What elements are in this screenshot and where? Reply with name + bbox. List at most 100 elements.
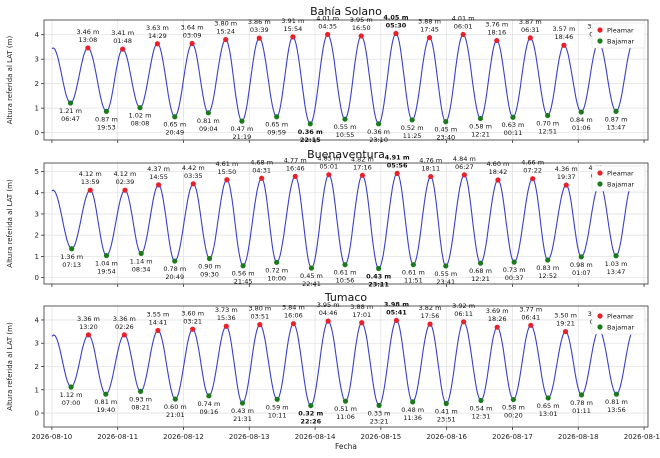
pleamar-point <box>87 187 93 193</box>
bajamar-time-label: 12:31 <box>472 412 491 420</box>
pleamar-point <box>494 37 500 44</box>
bajamar-point <box>205 110 211 116</box>
bajamar-value-label: 0.74 m <box>197 400 220 408</box>
pleamar-time-label: 19:21 <box>556 320 575 328</box>
bajamar-time-label: 20:49 <box>165 129 184 137</box>
bajamar-value-label: 0.83 m <box>536 264 559 272</box>
plot-frame <box>43 19 649 141</box>
pleamar-point <box>85 332 92 338</box>
pleamar-point <box>325 318 331 324</box>
bajamar-point <box>137 105 143 111</box>
bajamar-point <box>342 116 348 122</box>
bajamar-time-label: 23:51 <box>437 415 456 423</box>
y-tick-label: 1 <box>35 105 39 113</box>
bajamar-value-label: 0.41 m <box>435 407 458 415</box>
bajamar-value-label: 0.58 m <box>469 122 492 130</box>
bajamar-time-label: 10:56 <box>336 277 355 285</box>
pleamar-point <box>460 31 466 38</box>
bajamar-value-label: 0.51 m <box>334 405 357 413</box>
bajamar-point <box>137 388 144 394</box>
pleamar-value-label: 3.88 m <box>418 18 441 26</box>
bajamar-point <box>206 393 212 399</box>
bajamar-point <box>206 255 213 262</box>
pleamar-value-label: 4.76 m <box>419 157 442 165</box>
bajamar-time-label: 13:47 <box>607 123 626 131</box>
bajamar-time-label: 08:34 <box>132 265 151 273</box>
legend-pleamar-label: Pleamar <box>607 27 634 35</box>
bajamar-point <box>578 254 584 260</box>
bajamar-value-label: 0.56 m <box>232 270 255 278</box>
pleamar-time-label: 04:46 <box>319 309 338 317</box>
bajamar-value-label: 0.33 m <box>368 409 391 417</box>
y-tick-label: 0 <box>35 129 39 137</box>
y-tick-label: 0 <box>35 274 39 282</box>
pleamar-time-label: 14:41 <box>149 318 168 326</box>
pleamar-point <box>290 34 296 40</box>
bajamar-time-label: 09:59 <box>267 129 286 137</box>
pleamar-point <box>461 319 467 325</box>
bajamar-point <box>308 265 315 271</box>
pleamar-time-label: 05:30 <box>386 21 407 29</box>
bajamar-value-label: 0.43 m <box>366 273 391 281</box>
bajamar-time-label: 07:13 <box>62 261 81 269</box>
x-tick-label: 2026-08-10 <box>32 433 73 441</box>
bajamar-point <box>443 119 449 125</box>
bajamar-value-label: 0.70 m <box>536 120 559 128</box>
pleamar-time-label: 15:36 <box>217 314 236 322</box>
bajamar-point <box>510 396 516 403</box>
bajamar-value-label: 0.59 m <box>266 403 289 411</box>
panel-title: Bahía Solano <box>310 5 382 18</box>
bajamar-time-label: 22:26 <box>300 418 321 426</box>
pleamar-value-label: 3.36 m <box>77 315 100 323</box>
pleamar-point <box>561 42 567 48</box>
pleamar-time-label: 19:37 <box>557 173 576 181</box>
bajamar-point <box>375 121 382 127</box>
x-tick-label: 2026-08-18 <box>558 433 599 441</box>
pleamar-point <box>120 46 126 52</box>
bajamar-value-label: 0.68 m <box>469 267 492 275</box>
bajamar-time-label: 23:11 <box>368 281 389 289</box>
pleamar-time-label: 14:55 <box>149 173 168 181</box>
pleamar-time-label: 14:29 <box>148 32 167 40</box>
y-tick-label: 0 <box>35 410 39 418</box>
pleamar-value-label: 3.77 m <box>519 305 542 313</box>
pleamar-value-label: 4.91 m <box>385 153 410 161</box>
pleamar-value-label: 3.88 m <box>350 303 373 311</box>
pleamar-value-label: 4.42 m <box>182 164 205 172</box>
bajamar-time-label: 12:21 <box>471 275 490 283</box>
panel-title: Buenaventura <box>307 148 385 161</box>
pleamar-time-label: 04:31 <box>252 166 271 174</box>
pleamar-time-label: 13:20 <box>79 323 98 331</box>
pleamar-time-label: 04:35 <box>318 22 337 30</box>
pleamar-value-label: 4.66 m <box>521 159 544 167</box>
plot-frame <box>43 162 649 285</box>
bajamar-value-label: 1.02 m <box>129 112 152 120</box>
bajamar-point <box>578 109 584 115</box>
bajamar-value-label: 0.65 m <box>163 121 186 129</box>
panel-0: Bahía Solano 0 1 2 3 4 Altura referida al LAT … <box>6 5 649 144</box>
bajamar-value-label: 0.78 m <box>570 399 593 407</box>
bajamar-time-label: 13:01 <box>539 410 558 418</box>
pleamar-time-label: 02:39 <box>116 178 135 186</box>
bajamar-point <box>545 395 551 401</box>
pleamar-value-label: 4.01 m <box>452 14 475 22</box>
x-tick-label: 2026-08-11 <box>97 433 138 441</box>
bajamar-value-label: 0.43 m <box>231 407 254 415</box>
bajamar-point <box>443 400 449 407</box>
pleamar-point <box>562 328 569 335</box>
pleamar-point <box>528 322 534 328</box>
bajamar-point <box>274 114 280 120</box>
bajamar-time-label: 01:11 <box>572 407 591 415</box>
pleamar-value-label: 4.05 m <box>383 13 408 21</box>
bajamar-time-label: 21:31 <box>233 415 252 423</box>
pleamar-time-label: 03:09 <box>183 32 202 40</box>
y-tick-label: 4 <box>35 31 40 39</box>
pleamar-time-label: 06:27 <box>455 163 474 171</box>
bajamar-time-label: 23:40 <box>436 134 455 142</box>
bajamar-point <box>342 262 348 268</box>
bajamar-point <box>477 115 484 122</box>
bajamar-time-label: 11:36 <box>403 414 422 422</box>
bajamar-value-label: 1.14 m <box>130 257 153 265</box>
bajamar-point <box>376 402 382 408</box>
bajamar-time-label: 09:16 <box>200 408 219 416</box>
